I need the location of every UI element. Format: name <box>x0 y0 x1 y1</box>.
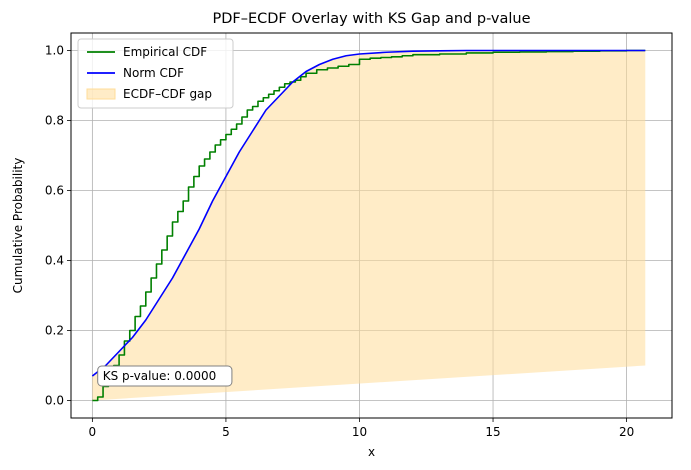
gap-fill-area <box>92 50 646 401</box>
x-tick-label-1: 5 <box>222 425 230 439</box>
chart-title: PDF–ECDF Overlay with KS Gap and p-value <box>212 11 530 27</box>
x-tick-label-2: 10 <box>352 425 367 439</box>
y-tick-label-4: 0.8 <box>45 114 64 128</box>
legend-swatch-2 <box>86 88 116 100</box>
y-tick-label-1: 0.2 <box>45 324 64 338</box>
annotation-box-0 <box>97 365 233 387</box>
y-axis-label: Cumulative Probability <box>11 158 25 294</box>
y-tick-label-0: 0.0 <box>45 394 64 408</box>
legend-label-2: ECDF–CDF gap <box>123 87 212 101</box>
series-line-1 <box>91 49 646 377</box>
y-tick-label-5: 1.0 <box>45 44 64 58</box>
y-axis-ticks: 0.0 0.2 0.4 0.6 0.8 1.0 <box>45 44 71 408</box>
plot-area <box>91 49 646 402</box>
axes-frame <box>70 32 673 419</box>
x-tick-label-3: 15 <box>485 425 500 439</box>
legend-label-1: Norm CDF <box>123 66 184 80</box>
x-axis-label: x <box>368 445 375 459</box>
legend: Empirical CDF Norm CDF ECDF–CDF gap <box>77 38 234 109</box>
ks-pvalue-annotation: KS p-value: 0.0000 <box>103 369 217 383</box>
y-tick-label-2: 0.4 <box>45 254 64 268</box>
annotations: KS p-value: 0.0000 <box>97 365 233 387</box>
legend-label-0: Empirical CDF <box>123 45 207 59</box>
legend-box <box>77 38 234 109</box>
x-tick-label-0: 0 <box>89 425 97 439</box>
x-axis-ticks: 0 5 10 15 20 <box>89 418 634 439</box>
series-line-0 <box>92 49 646 402</box>
y-tick-label-3: 0.6 <box>45 184 64 198</box>
x-tick-label-4: 20 <box>619 425 634 439</box>
